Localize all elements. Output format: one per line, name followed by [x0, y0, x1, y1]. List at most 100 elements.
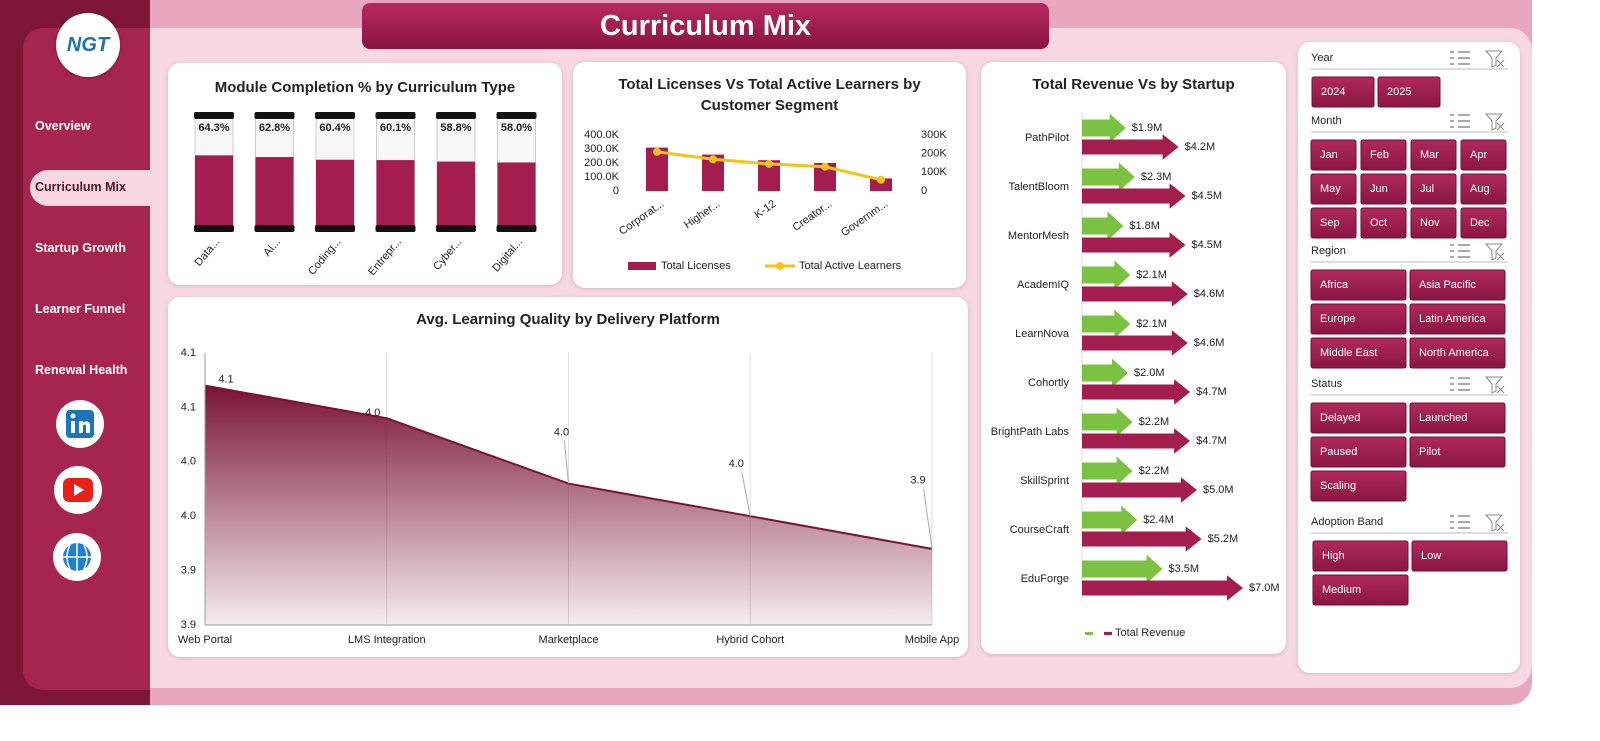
slicer-button[interactable] [1312, 540, 1409, 572]
bar [1082, 260, 1131, 290]
slicer-button[interactable] [1360, 139, 1407, 171]
slicer-button[interactable] [1460, 139, 1507, 171]
slicer-button-label: Latin America [1419, 313, 1487, 325]
value-label: $4.5M [1192, 239, 1223, 251]
tube-cap [315, 112, 355, 119]
legend-swatch [1104, 632, 1112, 635]
slicer-button-label: Europe [1320, 313, 1355, 325]
value-label: $2.1M [1136, 269, 1167, 281]
nav-item[interactable]: Learner Funnel [35, 302, 126, 316]
y-tick-label: 4.1 [181, 401, 196, 413]
bar [1082, 183, 1186, 209]
slicer-button-label: Middle East [1320, 347, 1377, 359]
slicer-button[interactable] [1312, 574, 1409, 606]
slicer-button[interactable] [1360, 173, 1407, 205]
slicer-button[interactable] [1460, 207, 1507, 239]
legend-swatch [1085, 632, 1093, 635]
slicer-button-label: North America [1419, 347, 1490, 359]
slicer-button[interactable] [1311, 76, 1375, 108]
slicer-button[interactable] [1310, 173, 1357, 205]
slicer-button[interactable] [1409, 303, 1506, 335]
nav-item[interactable]: Startup Growth [35, 241, 126, 255]
slicer-button[interactable] [1409, 436, 1506, 468]
bar [195, 155, 233, 228]
slicer-button[interactable] [1310, 139, 1357, 171]
slicer-button[interactable] [1310, 303, 1407, 335]
sidebar-panel [23, 28, 150, 690]
bar [316, 159, 354, 228]
tube-cap [254, 112, 295, 119]
legend-label: Total Licenses [661, 260, 731, 272]
clear-filter-icon[interactable] [1484, 113, 1505, 131]
clear-filter-icon[interactable] [1484, 514, 1505, 532]
slicer-button[interactable] [1409, 402, 1506, 434]
slicer-button[interactable] [1310, 337, 1407, 369]
slicer-button[interactable] [1377, 76, 1441, 108]
slicer-button-label: Sep [1320, 217, 1340, 229]
bar [1082, 526, 1202, 552]
logo: NGT [56, 13, 120, 77]
nav-item[interactable]: Overview [35, 119, 91, 133]
slicer-button[interactable] [1410, 173, 1457, 205]
multi-select-icon[interactable] [1450, 377, 1470, 391]
x-tick-label: Data... [193, 236, 223, 269]
clear-filter-icon[interactable] [1484, 50, 1505, 68]
value-label: $1.8M [1129, 220, 1160, 232]
slicer-button[interactable] [1409, 269, 1506, 301]
slicer-button[interactable] [1360, 207, 1407, 239]
value-label: $4.7M [1196, 386, 1227, 398]
slicer-button[interactable] [1310, 436, 1407, 468]
x-tick-label: Hybrid Cohort [716, 634, 784, 646]
x-tick-label: Higher... [682, 198, 722, 231]
slicer-button-label: Jun [1370, 183, 1388, 195]
slicer-button[interactable] [1310, 402, 1407, 434]
linkedin-glyph-part [70, 413, 76, 419]
slicer-button[interactable] [1410, 207, 1457, 239]
slicer-button-label: Pilot [1419, 446, 1440, 458]
chart-card: Avg. Learning Quality by Delivery Platfo… [168, 297, 968, 657]
slicer-button[interactable] [1310, 269, 1407, 301]
slicer-button-label: 2025 [1387, 86, 1411, 98]
leader-line [741, 472, 751, 517]
clear-filter-icon[interactable] [1484, 376, 1505, 394]
slicer-panel: Year 2024 2025 Month Jan Feb Mar Apr May Jun Jul Au… [1298, 42, 1520, 673]
x-tick-label: Governm... [839, 198, 890, 239]
slicer-title: Month [1311, 115, 1342, 127]
x-tick-label: Digital... [490, 236, 525, 274]
x-tick-label: K-12 [752, 198, 778, 221]
bar [1082, 428, 1191, 454]
point [821, 162, 829, 171]
slicer-button[interactable] [1410, 139, 1457, 171]
bar [646, 147, 668, 191]
slicer-button-label: Dec [1470, 217, 1490, 229]
slicer-button[interactable] [1310, 470, 1407, 502]
tube-cap [254, 225, 295, 232]
slicer-button[interactable] [1411, 540, 1508, 572]
nav-item[interactable]: Renewal Health [35, 363, 128, 377]
bar [1082, 456, 1133, 486]
y-tick-label: 300.0K [584, 143, 620, 155]
value-label: $2.2M [1139, 465, 1170, 477]
multi-select-icon[interactable] [1450, 51, 1470, 65]
multi-select-icon[interactable] [1450, 515, 1470, 529]
x-tick-label: AI... [261, 236, 283, 259]
y-tick-label: LearnNova [1015, 328, 1070, 340]
multi-select-icon[interactable] [1450, 114, 1470, 128]
slicer-button[interactable] [1310, 207, 1357, 239]
chart-card: Total Revenue Vs by Startup PathPilot $1.… [981, 62, 1286, 654]
multi-select-icon[interactable] [1450, 244, 1470, 258]
tube-cap [375, 112, 416, 119]
x-tick-label: Coding... [306, 236, 343, 277]
y-tick-label: SkillSprint [1020, 475, 1069, 487]
value-label: $4.7M [1196, 435, 1227, 447]
nav-item[interactable]: Curriculum Mix [35, 180, 126, 194]
slicer-button[interactable] [1409, 337, 1506, 369]
bar [376, 160, 415, 228]
logo-text: NGT [66, 34, 110, 56]
value-label: $2.1M [1136, 318, 1167, 330]
y-tick-label: 100.0K [584, 171, 620, 183]
clear-filter-icon[interactable] [1484, 243, 1505, 261]
slicer-button[interactable] [1460, 173, 1507, 205]
y-tick-label: 3.9 [181, 619, 196, 631]
